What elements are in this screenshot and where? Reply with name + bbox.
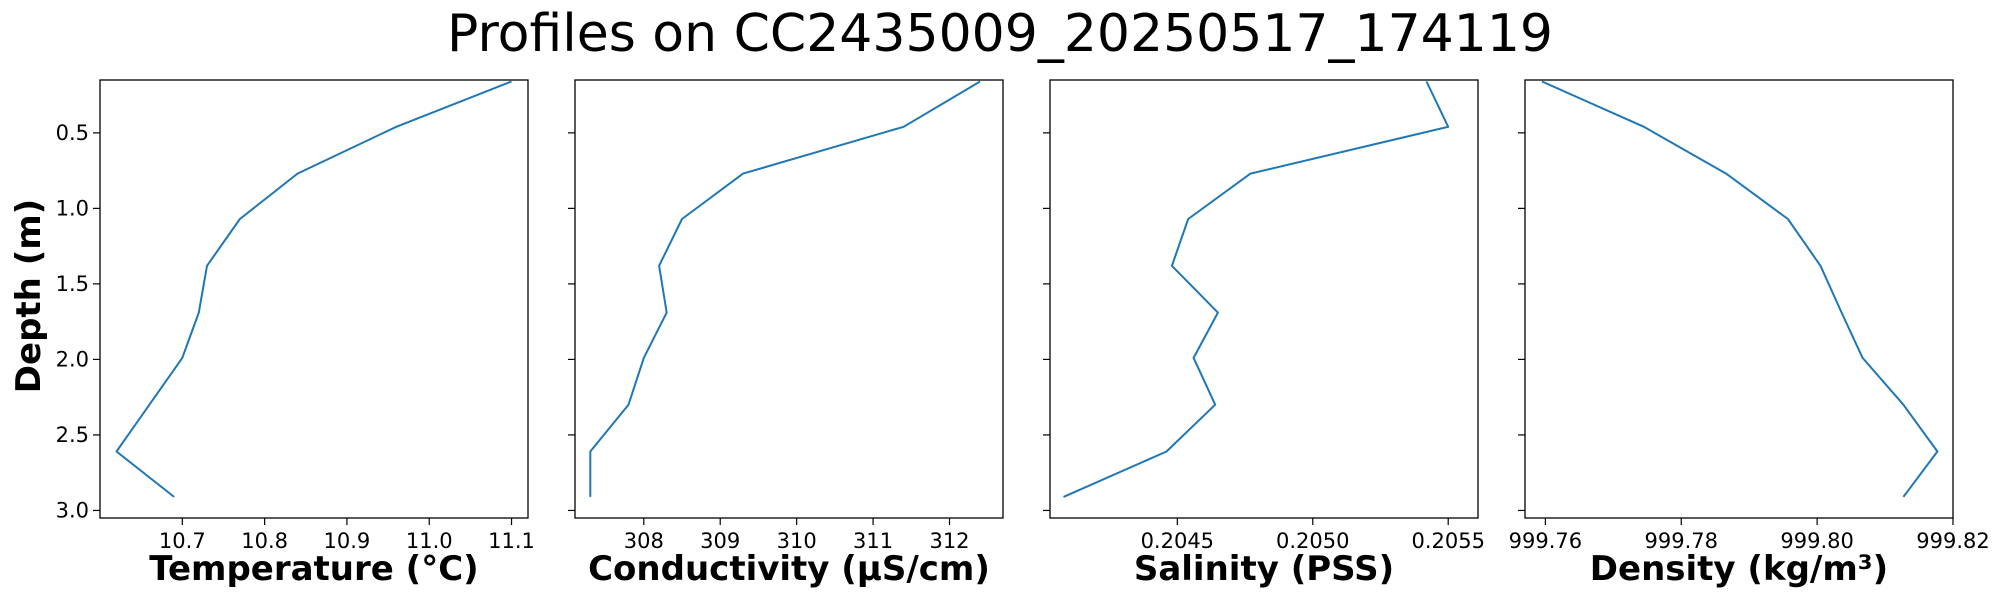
y-tick-label: 2.0 xyxy=(56,347,89,371)
x-tick-label: 311 xyxy=(853,529,893,553)
y-tick-label: 0.5 xyxy=(56,121,89,145)
panel-frame xyxy=(1524,79,1954,519)
y-tick-label: 1.5 xyxy=(56,272,89,296)
series-line xyxy=(589,80,981,497)
x-axis-label: Salinity (PSS) xyxy=(1134,549,1394,589)
chart-title: Profiles on CC2435009_20250517_174119 xyxy=(447,4,1553,64)
x-tick-label: 0.2055 xyxy=(1411,529,1484,553)
x-tick-label: 999.76 xyxy=(1509,529,1582,553)
x-tick-label: 999.78 xyxy=(1645,529,1718,553)
x-axis-label: Conductivity (µS/cm) xyxy=(588,549,990,589)
panel-1: 0.5 1.0 1.5 2.0 2.5 3.0 10.7 10.8 10.9 11.0 11.1 Te… xyxy=(56,79,535,589)
x-axis-label: Temperature (°C) xyxy=(149,549,478,589)
x-tick-label: 0.2050 xyxy=(1276,529,1349,553)
panel-frame xyxy=(574,79,1004,519)
x-tick-label: 10.9 xyxy=(324,529,371,553)
x-tick-label: 312 xyxy=(929,529,969,553)
series-line xyxy=(1541,80,1939,498)
panel-4: 999.76 999.78 999.80 999.82 Density (kg/m³) xyxy=(1509,79,1990,589)
x-tick-label: 308 xyxy=(624,529,664,553)
x-tick-label: 11.0 xyxy=(406,529,453,553)
panel-frame xyxy=(99,79,529,519)
y-axis-label: Depth (m) xyxy=(9,199,49,393)
x-tick-label: 310 xyxy=(777,529,817,553)
x-tick-label: 10.7 xyxy=(159,529,206,553)
x-tick-label: 10.8 xyxy=(241,529,288,553)
panels-layer: 0.5 1.0 1.5 2.0 2.5 3.0 10.7 10.8 10.9 11.0 11.1 Te… xyxy=(56,79,1990,589)
y-tick-label: 2.5 xyxy=(56,423,89,447)
y-tick-label: 3.0 xyxy=(56,498,89,522)
series-line xyxy=(115,80,512,498)
series-line xyxy=(1063,81,1450,498)
x-tick-label: 999.82 xyxy=(1916,529,1989,553)
x-tick-label: 0.2045 xyxy=(1141,529,1214,553)
panel-frame xyxy=(1049,79,1479,519)
x-axis-label: Density (kg/m³) xyxy=(1590,549,1888,589)
panel-3: 0.2045 0.2050 0.2055 Salinity (PSS) xyxy=(1043,79,1485,589)
x-tick-label: 999.80 xyxy=(1780,529,1853,553)
x-tick-label: 309 xyxy=(700,529,740,553)
x-tick-label: 11.1 xyxy=(488,529,535,553)
y-tick-label: 1.0 xyxy=(56,196,89,220)
